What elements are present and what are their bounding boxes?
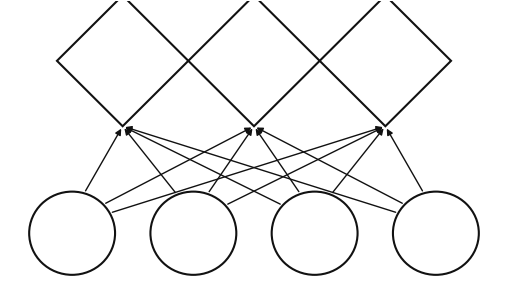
Polygon shape	[320, 0, 451, 126]
Ellipse shape	[150, 192, 236, 275]
Ellipse shape	[393, 192, 479, 275]
Ellipse shape	[29, 192, 115, 275]
Ellipse shape	[272, 192, 358, 275]
Polygon shape	[188, 0, 320, 126]
Polygon shape	[57, 0, 188, 126]
